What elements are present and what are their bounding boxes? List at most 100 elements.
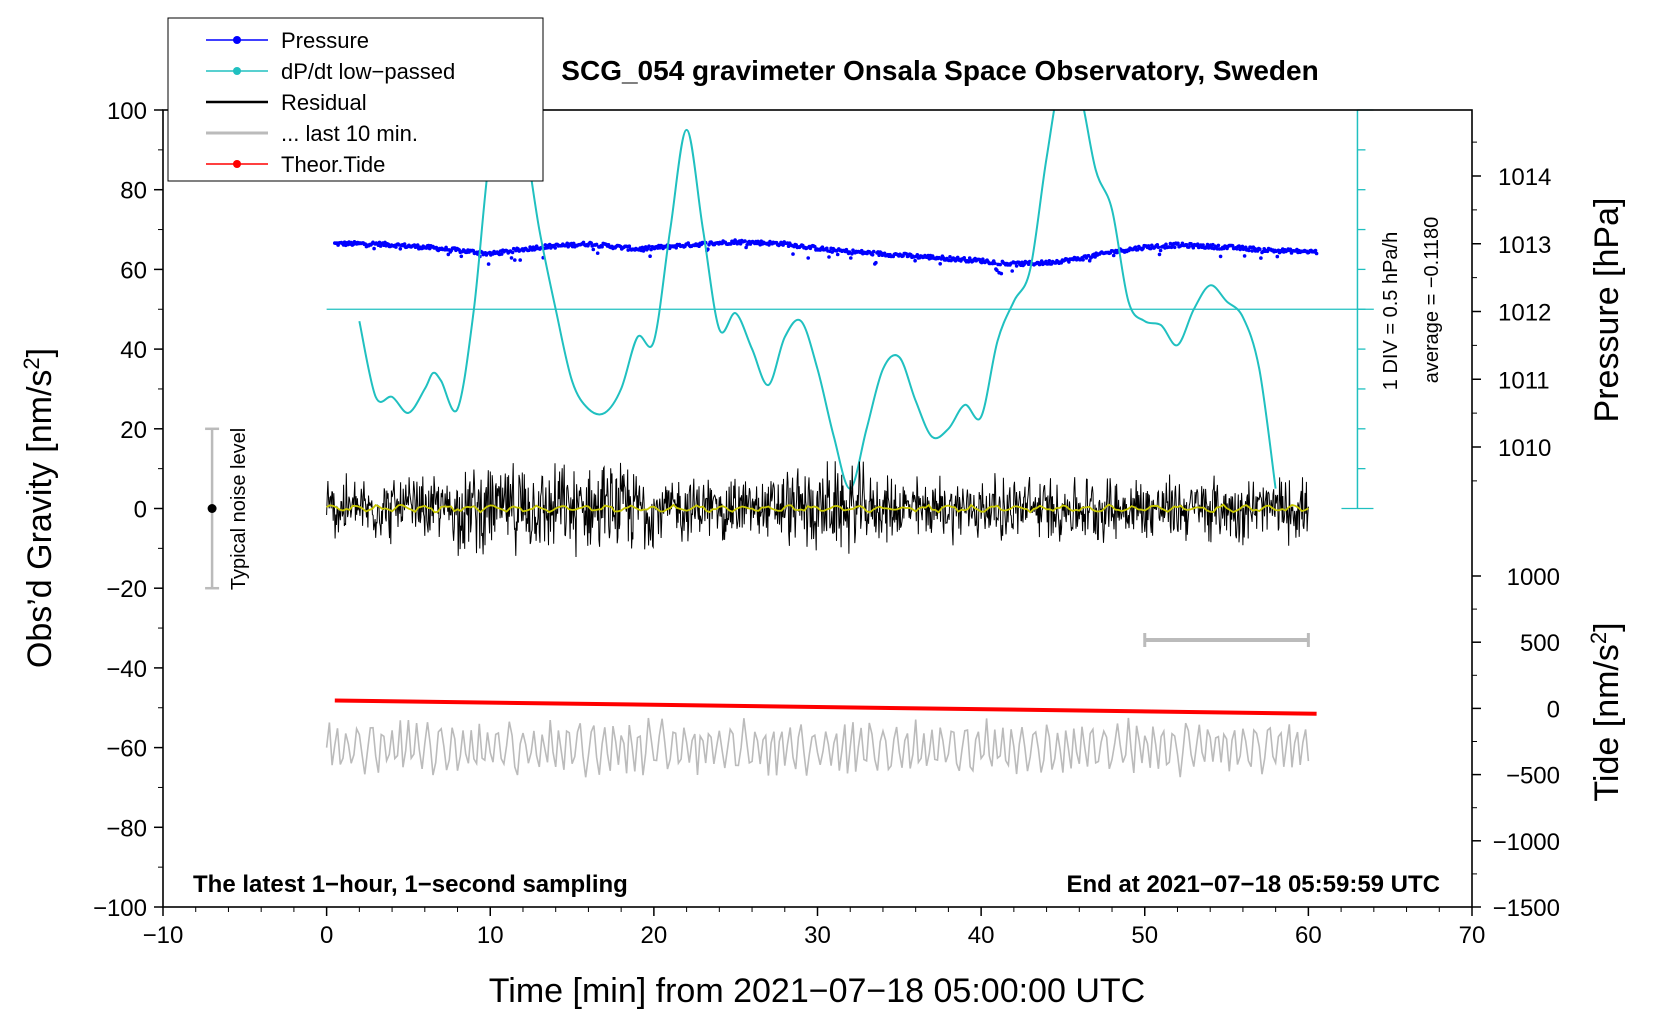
pressure-point	[1247, 248, 1251, 253]
series-layer	[205, 109, 1374, 778]
y-tick-label: −60	[106, 736, 147, 763]
pressure-point	[998, 262, 1002, 267]
pressure-point	[871, 249, 876, 254]
last10-line	[325, 717, 1310, 778]
y-tick-label: −100	[93, 895, 147, 922]
pressure-point	[729, 242, 733, 246]
pressure-point	[649, 247, 653, 252]
pressure-point	[1047, 259, 1052, 263]
y-tick-label: 80	[120, 178, 147, 205]
pressure-point	[674, 246, 678, 250]
pressure-point	[981, 257, 985, 262]
pressure-point	[999, 271, 1004, 276]
pressure-point	[402, 242, 407, 246]
pressure-point	[744, 245, 748, 250]
pressure-point	[1014, 264, 1019, 268]
pressure-point	[471, 248, 476, 253]
tide-tick-label: 500	[1520, 630, 1560, 657]
pressure-point	[1191, 245, 1196, 250]
x-tick-label: 30	[804, 922, 831, 949]
pressure-point	[594, 242, 599, 247]
pressure-point	[1230, 243, 1235, 248]
pressure-point	[1216, 243, 1221, 248]
noise-label: Typical noise level	[228, 428, 250, 590]
pressure-point	[627, 244, 632, 248]
pressure-point	[1087, 258, 1092, 263]
pressure-point	[1081, 258, 1085, 262]
pressure-point	[849, 256, 853, 260]
tide-tick-label: −1500	[1493, 895, 1560, 922]
tide-tick-label: 1000	[1507, 564, 1560, 591]
tide-line	[334, 698, 1317, 716]
pressure-point	[591, 247, 596, 252]
pressure-tick-label: 1012	[1498, 300, 1551, 327]
pressure-point	[446, 252, 451, 257]
y-tick-label: 100	[107, 98, 147, 125]
pressure-point	[1275, 254, 1280, 259]
pressure-point	[1086, 253, 1091, 258]
pressure-point	[827, 255, 831, 259]
y-tick-label: 40	[120, 337, 147, 364]
x-tick-label: 20	[641, 922, 668, 949]
chart-title: SCG_054 gravimeter Onsala Space Observat…	[561, 55, 1318, 86]
pressure-point	[1157, 252, 1162, 257]
pressure-point	[543, 243, 548, 247]
pressure-point	[1164, 242, 1168, 247]
pressure-point	[648, 254, 652, 258]
pressure-point	[394, 245, 398, 249]
pressure-tick-label: 1013	[1498, 232, 1551, 259]
pressure-point	[1111, 253, 1116, 258]
tide-tick-label: −500	[1506, 763, 1560, 790]
x-tick-label: 60	[1295, 922, 1322, 949]
pressure-point	[1169, 245, 1174, 250]
legend-marker	[233, 160, 241, 168]
pressure-point	[1187, 245, 1191, 249]
pressure-point	[372, 246, 376, 251]
annotation-end-time: End at 2021−07−18 05:59:59 UTC	[1066, 871, 1440, 898]
pressure-point	[743, 239, 747, 243]
pressure-point	[825, 246, 829, 251]
pressure-point	[993, 261, 997, 266]
annotation-sampling: The latest 1−hour, 1−second sampling	[193, 871, 628, 898]
pressure-point	[915, 253, 920, 257]
pressure-point	[1158, 248, 1163, 253]
pressure-point	[1201, 243, 1205, 247]
pressure-point	[1195, 242, 1200, 246]
average-label: average = −0.1180	[1421, 217, 1443, 383]
pressure-point	[877, 253, 881, 257]
x-tick-label: 70	[1459, 922, 1486, 949]
pressure-point	[486, 262, 491, 266]
pressure-point	[518, 258, 522, 262]
pressure-tick-label: 1010	[1498, 435, 1551, 462]
pressure-point	[595, 251, 600, 255]
pressure-point	[589, 241, 593, 245]
pressure-point	[1314, 251, 1319, 256]
legend-label: Residual	[281, 90, 367, 115]
x-tick-label: 50	[1131, 922, 1158, 949]
pressure-point	[509, 256, 514, 260]
y-tick-label: −20	[106, 576, 147, 603]
div-label: 1 DIV = 0.5 hPa/h	[1380, 232, 1402, 390]
legend-marker	[233, 67, 241, 75]
pressure-point	[647, 244, 651, 248]
x-tick-label: 40	[968, 922, 995, 949]
y-tick-label: 60	[120, 257, 147, 284]
residual-line	[326, 461, 1309, 558]
pressure-point	[1156, 245, 1161, 250]
smoothed-residual-line	[326, 503, 1309, 514]
pressure-point	[499, 252, 504, 256]
pressure-point	[513, 258, 517, 262]
text-layer: SCG_054 gravimeter Onsala Space Observat…	[19, 55, 1626, 1010]
pressure-point	[1259, 256, 1263, 260]
y-axis-label: Obs’d Gravity [nm/s2]	[19, 348, 59, 668]
pressure-points	[333, 238, 1319, 276]
pressure-point	[1067, 260, 1071, 264]
tide-axis-label: Tide [nm/s2]	[1586, 622, 1626, 801]
pressure-point	[600, 244, 604, 249]
pressure-point	[835, 252, 840, 257]
pressure-point	[459, 254, 464, 259]
legend-marker	[233, 36, 241, 44]
y-tick-label: 20	[120, 417, 147, 444]
x-tick-label: 0	[320, 922, 333, 949]
